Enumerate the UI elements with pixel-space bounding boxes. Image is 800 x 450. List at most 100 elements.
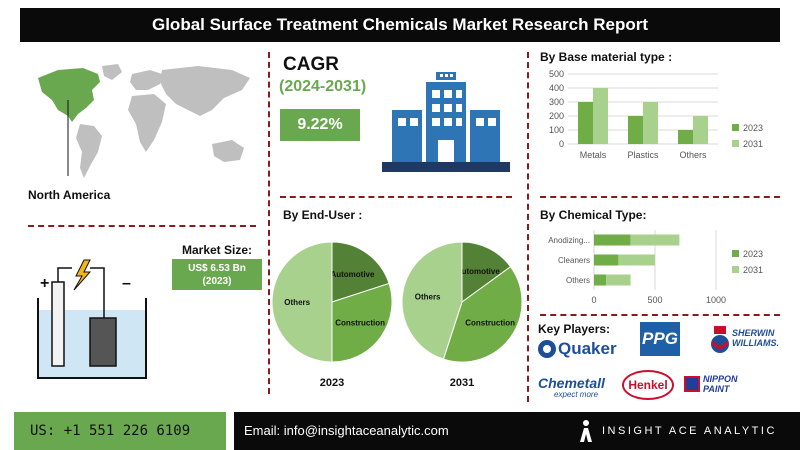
key-players-label: Key Players: (538, 322, 611, 336)
quaker-icon (538, 340, 556, 358)
pie-label-others: Others (415, 293, 441, 302)
divider-left-h (28, 225, 256, 227)
pie-slice-others (271, 241, 333, 363)
quaker-logo: Quaker (538, 338, 620, 360)
chemetall-logo: Chemetall expect more (538, 376, 616, 404)
legend-swatch-2031 (732, 140, 739, 147)
asia-shape (160, 66, 250, 116)
end-user-pie-2023: Automotive Construction Others 2023 (271, 241, 393, 388)
sherwin-williams-logo: SHERWIN WILLIAMS. (710, 322, 784, 358)
hbar-2023-1 (594, 254, 619, 266)
pie-label-others: Others (284, 298, 310, 307)
y-tick-label: 100 (549, 125, 564, 135)
divider-right (527, 52, 529, 402)
insight-ace-logo-icon (580, 420, 592, 442)
x-tick-label: 1000 (706, 295, 726, 305)
hbar-2031-1 (618, 254, 655, 266)
pie-caption: 2031 (450, 377, 474, 388)
hbar-2023-2 (594, 274, 607, 286)
y-tick-label: Others (566, 276, 590, 285)
end-user-pie-2031: Automotive Construction Others 2031 (401, 241, 523, 388)
market-size-year: (2023) (202, 275, 232, 287)
pie-slice-automotive (331, 241, 390, 303)
chemetall-tagline: expect more (554, 390, 599, 399)
electrolysis-cell-icon: + – (37, 259, 147, 379)
pie-slice-construction (331, 282, 393, 363)
x-tick-label: Metals (580, 150, 607, 160)
y-tick-label: 400 (549, 83, 564, 93)
footer-brand: INSIGHT ACE ANALYTIC (474, 412, 800, 450)
europe-shape (130, 70, 162, 90)
x-tick-label: Others (679, 150, 707, 160)
hbar-2031-0 (630, 234, 680, 246)
world-map-icon (38, 64, 250, 178)
legend-label-2031: 2031 (743, 139, 763, 149)
henkel-logo: Henkel (622, 370, 674, 400)
legend-label-2031: 2031 (743, 265, 763, 275)
bar-2031-others (693, 116, 708, 144)
svg-text:–: – (122, 275, 131, 292)
pie-slice-others (401, 241, 463, 360)
divider-right-h2 (540, 314, 780, 316)
pie-slice-automotive (461, 241, 512, 303)
bar-2031-metals (593, 88, 608, 144)
chemetall-name: Chemetall (538, 375, 605, 391)
divider-mid-h (280, 196, 512, 198)
sherwin-globe-icon (711, 326, 729, 353)
svg-text:+: + (40, 275, 49, 292)
y-tick-label: 0 (559, 139, 564, 149)
hbar-2023-0 (594, 234, 631, 246)
north-america-shape (38, 68, 100, 122)
y-tick-label: 500 (549, 69, 564, 79)
footer-email[interactable]: Email: info@insightaceanalytic.com (234, 412, 474, 450)
ppg-logo: PPG (640, 322, 680, 356)
pie-label-construction: Construction (465, 318, 515, 327)
pie-label-automotive: Automotive (456, 267, 501, 276)
greenland-shape (102, 64, 122, 80)
bar-2023-plastics (628, 116, 643, 144)
cagr-period: (2024-2031) (279, 78, 367, 95)
market-size-value: US$ 6.53 Bn (188, 262, 246, 274)
nippon-icon (684, 376, 700, 392)
end-user-title: By End-User : (283, 208, 363, 222)
bar-2023-others (678, 130, 693, 144)
pie-slice-construction (442, 266, 523, 363)
market-size-title: Market Size: (181, 243, 253, 257)
legend-swatch-2023 (732, 250, 739, 257)
footer-brand-name: INSIGHT ACE ANALYTIC (602, 425, 777, 437)
pie-label-construction: Construction (335, 318, 385, 327)
x-tick-label: Plastics (627, 150, 659, 160)
bar-2031-plastics (643, 102, 658, 144)
ppg-name: PPG (642, 329, 678, 348)
y-tick-label: 300 (549, 97, 564, 107)
legend-label-2023: 2023 (743, 249, 763, 259)
henkel-name: Henkel (628, 378, 668, 392)
africa-shape (128, 94, 166, 152)
legend-label-2023: 2023 (743, 123, 763, 133)
region-label: North America (28, 188, 111, 202)
report-title: Global Surface Treatment Chemicals Marke… (20, 8, 780, 42)
cagr-title: CAGR (283, 54, 339, 75)
base-material-bar-chart: 0 100 200 300 400 500 Metals Plastics Others 2023… (549, 69, 763, 160)
market-size-box: US$ 6.53 Bn (2023) (172, 259, 262, 290)
footer-phone[interactable]: US: +1 551 226 6109 (14, 412, 226, 450)
pie-label-automotive: Automotive (330, 270, 375, 279)
australia-shape (212, 140, 244, 162)
chemical-type-title: By Chemical Type: (540, 208, 647, 222)
nippon-paint-name: NIPPON PAINT (703, 374, 738, 394)
legend-swatch-2031 (732, 266, 739, 273)
x-tick-label: 0 (591, 295, 596, 305)
south-america-shape (76, 124, 102, 178)
x-tick-label: 500 (647, 295, 662, 305)
cagr-value: 9.22% (280, 109, 360, 141)
divider-left (268, 52, 270, 394)
bar-2023-metals (578, 102, 593, 144)
y-tick-label: 200 (549, 111, 564, 121)
sherwin-williams-name: SHERWIN WILLIAMS. (732, 328, 779, 348)
y-tick-label: Anodizing... (548, 236, 590, 245)
chemical-type-bar-chart: 0 500 1000 Anodizing... Cleaners Others 2023 20… (548, 230, 763, 305)
nippon-paint-logo: NIPPON PAINT (684, 372, 780, 396)
hbar-2031-2 (606, 274, 631, 286)
quaker-name: Quaker (558, 339, 617, 358)
building-icon (382, 72, 510, 172)
